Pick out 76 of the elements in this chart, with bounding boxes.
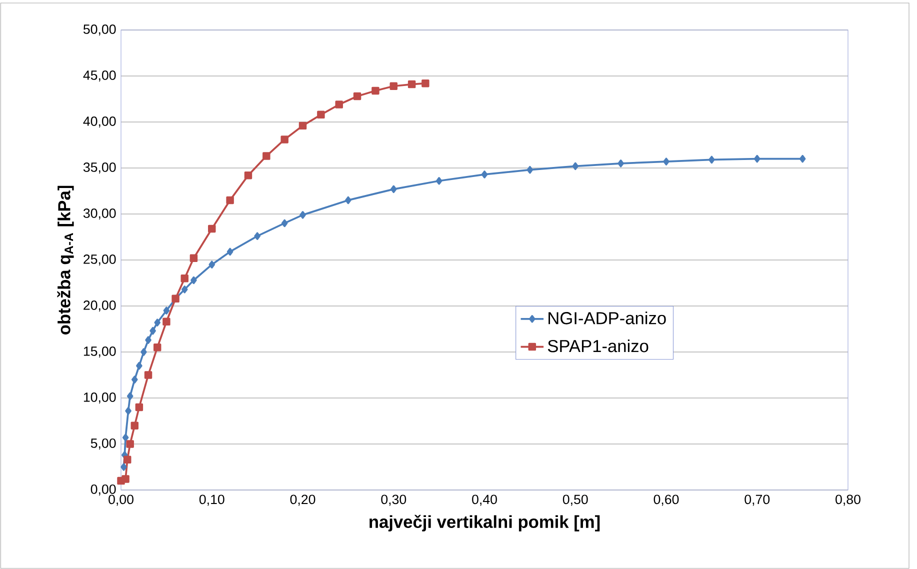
point	[390, 185, 397, 194]
x-tick-label: 0,80	[836, 494, 860, 506]
y-tick-label: 45,00	[83, 70, 116, 82]
point	[335, 100, 343, 108]
point	[190, 254, 198, 262]
x-tick-label: 0,60	[654, 494, 679, 506]
y-tick-label: 20,00	[84, 300, 116, 312]
point	[226, 196, 234, 204]
point	[208, 224, 216, 233]
point	[136, 362, 142, 370]
legend-label: SPAP1-anizo	[548, 339, 648, 352]
point	[120, 463, 127, 471]
point	[353, 92, 362, 100]
point	[126, 392, 134, 400]
y-axis-title: obtežba q$_{A-A}$ [kPa]	[57, 186, 74, 334]
y-tick-label: 25,00	[84, 254, 116, 266]
point	[436, 177, 442, 185]
y-tick-label: 0,00	[90, 484, 116, 496]
point	[132, 376, 138, 384]
point	[422, 79, 430, 88]
x-tick-label: 0,40	[472, 494, 497, 506]
x-tick-label: 0,50	[562, 494, 588, 506]
point	[144, 371, 152, 379]
point	[663, 158, 670, 166]
point	[298, 122, 307, 130]
y-tick-label: 35,00	[83, 162, 116, 174]
point	[390, 82, 398, 90]
point	[145, 336, 152, 344]
point	[150, 326, 156, 335]
point	[481, 170, 488, 178]
point	[125, 407, 132, 415]
y-tick-label: 5,00	[90, 438, 116, 450]
point	[280, 136, 288, 144]
point	[126, 440, 134, 448]
x-axis-title: največji vertikalni pomik [m]	[370, 514, 600, 532]
point	[254, 232, 260, 240]
x-tick-label: 0,20	[290, 494, 316, 506]
point	[123, 456, 132, 464]
point	[317, 110, 325, 119]
y-tick-label: 50,00	[83, 24, 116, 36]
point	[190, 276, 197, 284]
point	[122, 434, 129, 442]
y-tick-label: 15,00	[84, 346, 116, 358]
point	[122, 475, 130, 483]
x-tick-label: 0,10	[199, 494, 224, 506]
point	[226, 248, 234, 256]
point	[526, 166, 534, 174]
x-tick-label: 0,30	[381, 494, 406, 506]
point	[130, 422, 139, 430]
point	[708, 156, 715, 164]
point	[154, 318, 160, 326]
point	[572, 162, 579, 170]
point	[754, 154, 760, 163]
point	[262, 152, 270, 160]
y-tick-label: 30,00	[83, 208, 116, 220]
legend-label: NGI-ADP-anizo	[548, 312, 666, 324]
point	[163, 306, 170, 314]
y-tick-label: 40,00	[83, 116, 116, 128]
point	[799, 154, 806, 163]
point	[162, 318, 170, 326]
point	[281, 219, 288, 228]
point	[408, 80, 416, 88]
point	[135, 403, 144, 412]
point	[345, 196, 352, 204]
point	[153, 344, 162, 352]
point	[372, 86, 380, 95]
point	[208, 260, 216, 268]
point	[244, 171, 252, 180]
y-tick-label: 10,00	[84, 392, 116, 404]
point	[181, 286, 188, 294]
point	[180, 274, 188, 282]
point	[618, 160, 624, 168]
x-tick-label: 0,00	[108, 494, 134, 506]
point	[300, 211, 306, 219]
x-tick-label: 0,70	[744, 494, 770, 506]
point	[140, 348, 147, 356]
